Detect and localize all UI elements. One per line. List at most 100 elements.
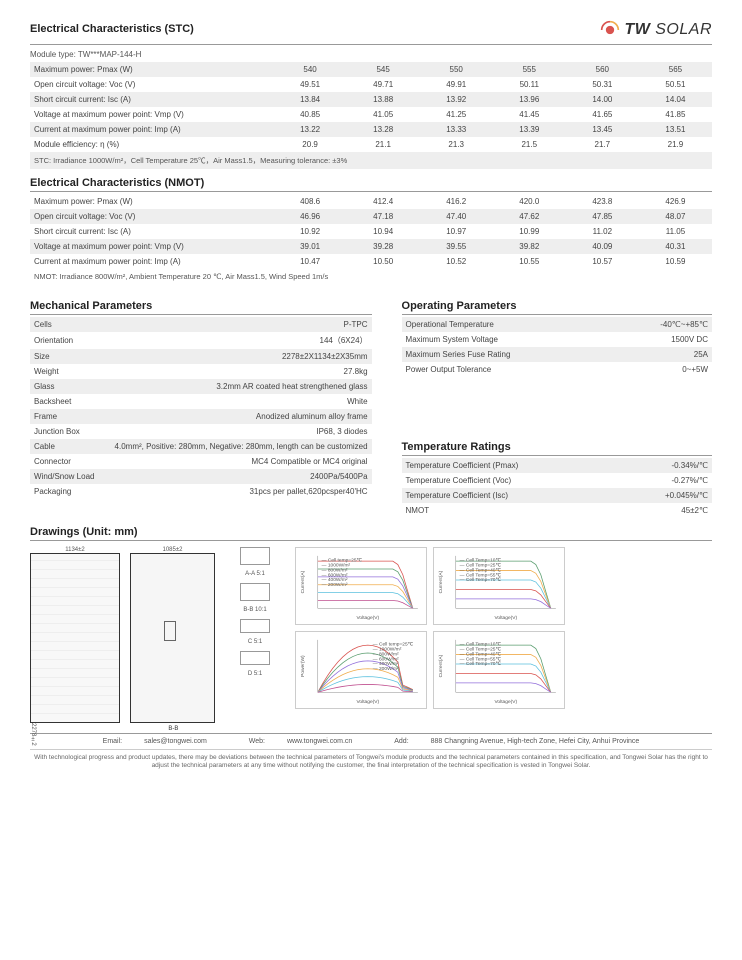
row-value: 50.51 [639, 77, 712, 92]
row-value: 10.55 [493, 254, 566, 269]
kv-key: Operational Temperature [402, 317, 610, 332]
footer-contact: Email: sales@tongwei.com Web: www.tongwe… [30, 738, 712, 745]
row-value: 540 [274, 62, 347, 77]
svg-text:Current(A): Current(A) [300, 570, 306, 593]
row-value: 11.05 [639, 224, 712, 239]
logo-tw: TW [624, 21, 650, 38]
table-row: Open circuit voltage: Voc (V)49.5149.714… [30, 77, 712, 92]
detail-bb-label: B-B [168, 726, 178, 732]
dim-height: 2278±2 [30, 723, 36, 746]
kv-value: 2400Pa/5400Pa [101, 469, 372, 484]
row-label: Module efficiency: η (%) [30, 137, 274, 152]
kv-value: 45±2℃ [620, 503, 712, 518]
table-row: Maximum Series Fuse Rating25A [402, 347, 712, 362]
row-value: 10.59 [639, 254, 712, 269]
row-value: 41.65 [566, 107, 639, 122]
svg-text:Voltage(V): Voltage(V) [494, 615, 517, 620]
table-row: Voltage at maximum power point: Vmp (V)4… [30, 107, 712, 122]
kv-value: -0.27%/℃ [620, 473, 712, 488]
row-value: 10.50 [347, 254, 420, 269]
web-value: www.tongwei.com.cn [287, 738, 352, 745]
row-value: 41.45 [493, 107, 566, 122]
kv-key: NMOT [402, 503, 620, 518]
table-row: Maximum power: Pmax (W)408.6412.4416.242… [30, 194, 712, 209]
kv-value: MC4 Compatible or MC4 original [101, 454, 372, 469]
row-value: 21.9 [639, 137, 712, 152]
row-value: 47.62 [493, 209, 566, 224]
operating-title: Operating Parameters [402, 300, 712, 315]
drawings-area: 1134±2 2278±2 1085±2 B-B A-A 5:1 B-B 10:… [30, 547, 712, 723]
row-value: 50.31 [566, 77, 639, 92]
row-value: 10.94 [347, 224, 420, 239]
footer: Email: sales@tongwei.com Web: www.tongwe… [30, 733, 712, 771]
row-value: 47.18 [347, 209, 420, 224]
kv-value: 1500V DC [609, 332, 712, 347]
table-row: Open circuit voltage: Voc (V)46.9647.184… [30, 209, 712, 224]
kv-value: White [101, 394, 372, 409]
kv-value: 25A [609, 347, 712, 362]
row-value: 47.40 [420, 209, 493, 224]
row-label: Maximum power: Pmax (W) [30, 62, 274, 77]
table-row: Packaging31pcs per pallet,620pcsper40'HC [30, 484, 372, 499]
kv-value: -40℃~+85℃ [609, 317, 712, 332]
row-value: 13.28 [347, 122, 420, 137]
add-value: 888 Changning Avenue, High-tech Zone, He… [431, 738, 640, 745]
mechanical-table: CellsP-TPCOrientation144（6X24）Size2278±2… [30, 317, 372, 499]
row-value: 10.47 [274, 254, 347, 269]
row-value: 10.57 [566, 254, 639, 269]
row-value: 11.02 [566, 224, 639, 239]
row-value: 40.31 [639, 239, 712, 254]
stc-note: STC: Irradiance 1000W/m²，Cell Temperatur… [30, 152, 712, 169]
brand-logo: TW SOLAR [600, 20, 712, 40]
kv-value: 2278±2X1134±2X35mm [101, 349, 372, 364]
row-value: 46.96 [274, 209, 347, 224]
nmot-note: NMOT: Irradiance 800W/m², Ambient Temper… [30, 269, 712, 284]
row-value: 21.5 [493, 137, 566, 152]
table-row: Junction BoxIP68, 3 diodes [30, 424, 372, 439]
row-label: Maximum power: Pmax (W) [30, 194, 274, 209]
table-row: Maximum System Voltage1500V DC [402, 332, 712, 347]
kv-value: 27.8kg [101, 364, 372, 379]
nmot-table: Maximum power: Pmax (W)408.6412.4416.242… [30, 194, 712, 269]
logo-solar: SOLAR [650, 21, 712, 38]
kv-key: Packaging [30, 484, 101, 499]
row-value: 20.9 [274, 137, 347, 152]
row-label: Short circuit current: Isc (A) [30, 224, 274, 239]
row-value: 49.71 [347, 77, 420, 92]
iv-temp-chart-2: — Cell Temp=10℃— Cell Temp=25℃— Cell Tem… [433, 631, 565, 709]
svg-text:Current(A): Current(A) [438, 654, 444, 677]
kv-key: Backsheet [30, 394, 101, 409]
row-value: 49.91 [420, 77, 493, 92]
row-value: 13.96 [493, 92, 566, 107]
row-value: 13.39 [493, 122, 566, 137]
detail-b-label: B-B 10:1 [225, 607, 285, 613]
detail-a [240, 547, 270, 565]
table-row: Power Output Tolerance0~+5W [402, 362, 712, 377]
row-value: 545 [347, 62, 420, 77]
detail-d-label: D 5:1 [225, 671, 285, 677]
junction-box [164, 621, 176, 641]
row-value: 420.0 [493, 194, 566, 209]
kv-value: 0~+5W [609, 362, 712, 377]
kv-value: 31pcs per pallet,620pcsper40'HC [101, 484, 372, 499]
kv-key: Orientation [30, 332, 101, 349]
kv-value: 3.2mm AR coated heat strengthened glass [101, 379, 372, 394]
row-value: 39.28 [347, 239, 420, 254]
detail-a-label: A-A 5:1 [225, 571, 285, 577]
kv-value: IP68, 3 diodes [101, 424, 372, 439]
row-value: 13.84 [274, 92, 347, 107]
kv-key: Temperature Coefficient (Voc) [402, 473, 620, 488]
row-value: 560 [566, 62, 639, 77]
temperature-title: Temperature Ratings [402, 441, 712, 456]
row-value: 565 [639, 62, 712, 77]
table-row: Operational Temperature-40℃~+85℃ [402, 317, 712, 332]
kv-key: Wind/Snow Load [30, 469, 101, 484]
svg-text:Voltage(V): Voltage(V) [356, 615, 379, 620]
sun-icon [600, 20, 620, 40]
row-value: 39.55 [420, 239, 493, 254]
table-row: NMOT45±2℃ [402, 503, 712, 518]
row-value: 13.51 [639, 122, 712, 137]
panel-back-wrap: 1085±2 B-B [130, 547, 215, 723]
charts-grid: — Cell temp=25℃— 1000W/m²— 800W/m²— 600W… [295, 547, 565, 709]
module-type: Module type: TW***MAP-144-H [30, 47, 712, 62]
